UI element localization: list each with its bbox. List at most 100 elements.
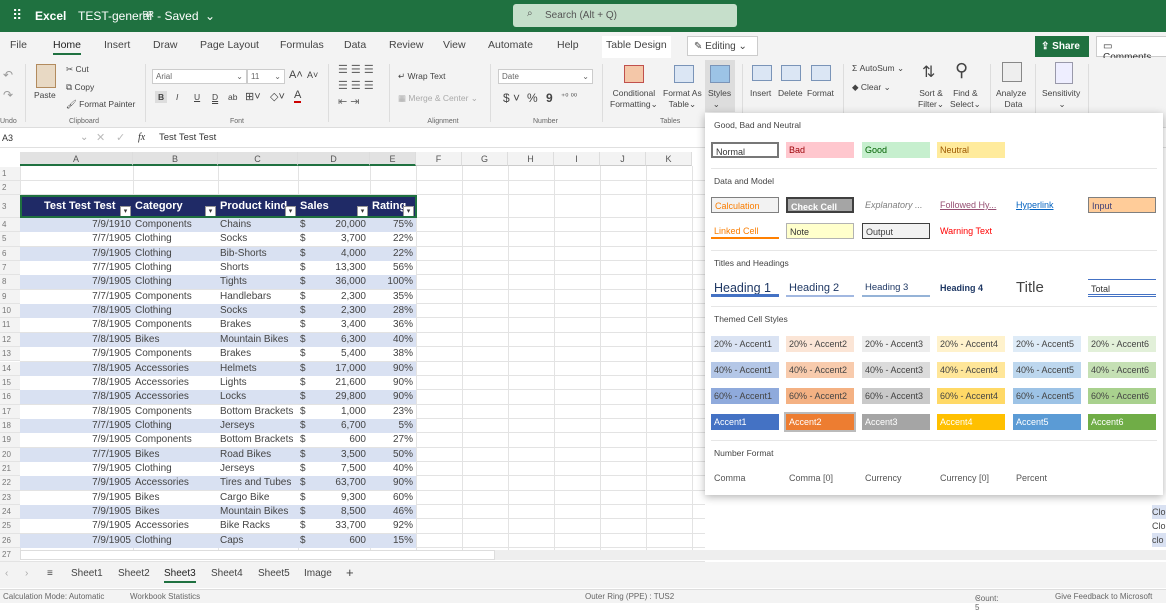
style-calculation[interactable]: Calculation xyxy=(711,197,779,213)
filter-dropdown-icon[interactable]: ▾ xyxy=(285,206,296,217)
style-output[interactable]: Output xyxy=(862,223,930,239)
sales-cell[interactable]: 17,000 xyxy=(335,362,366,374)
rating-cell[interactable]: 40% xyxy=(392,333,413,345)
sheet-tab-image[interactable]: Image xyxy=(304,568,332,579)
tab-data[interactable]: Data xyxy=(344,39,367,51)
style-accent[interactable]: 40% - Accent6 xyxy=(1088,362,1156,378)
copy-button[interactable]: ⧉ Copy xyxy=(66,82,95,92)
find-icon[interactable]: ⚲ xyxy=(955,60,969,80)
style-explanatory-[interactable]: Explanatory ... xyxy=(862,197,930,213)
rating-cell[interactable]: 90% xyxy=(392,376,413,388)
sheet-tab-sheet2[interactable]: Sheet2 xyxy=(118,568,150,579)
currency-button[interactable]: $ ˅ xyxy=(503,91,521,105)
product-cell[interactable]: Cargo Bike xyxy=(220,491,270,503)
column-header-I[interactable]: I xyxy=(554,152,600,166)
share-button[interactable]: ⇪ Share xyxy=(1035,36,1089,57)
conditional-formatting-button[interactable]: Conditional Formatting⌄ xyxy=(610,88,658,109)
row-header-10[interactable]: 10 xyxy=(0,304,20,319)
product-cell[interactable]: Road Bikes xyxy=(220,448,272,460)
comma-style-button[interactable]: 9 xyxy=(546,91,553,105)
sheet-tab-sheet4[interactable]: Sheet4 xyxy=(211,568,243,579)
comments-button[interactable]: ▭ Comments xyxy=(1096,36,1166,63)
strikethrough-icon[interactable]: ab xyxy=(228,92,238,102)
rating-cell[interactable]: 38% xyxy=(392,348,413,360)
style-accent[interactable]: 60% - Accent3 xyxy=(862,388,930,404)
product-cell[interactable]: Jerseys xyxy=(220,462,255,474)
column-header-G[interactable]: G xyxy=(462,152,508,166)
tab-draw[interactable]: Draw xyxy=(153,39,178,51)
sheet-tab-sheet3[interactable]: Sheet3 xyxy=(164,568,196,583)
category-cell[interactable]: Clothing xyxy=(135,462,172,474)
rating-cell[interactable]: 100% xyxy=(387,276,413,288)
merge-center-button[interactable]: ▦ Merge & Center ⌄ xyxy=(398,93,478,103)
date-cell[interactable]: 7/7/1905 xyxy=(92,262,131,274)
date-cell[interactable]: 7/8/1905 xyxy=(92,376,131,388)
row-header-3[interactable]: 3 xyxy=(0,195,20,218)
style-neutral[interactable]: Neutral xyxy=(937,142,1005,158)
date-cell[interactable]: 7/7/1905 xyxy=(92,448,131,460)
date-cell[interactable]: 7/9/1905 xyxy=(92,520,131,532)
sales-cell[interactable]: 4,000 xyxy=(340,247,366,259)
date-cell[interactable]: 7/8/1905 xyxy=(92,333,131,345)
sales-cell[interactable]: 6,700 xyxy=(340,419,366,431)
underline-button[interactable]: U xyxy=(194,92,201,102)
product-cell[interactable]: Socks xyxy=(220,233,248,245)
style-currency[interactable]: Currency xyxy=(865,473,902,483)
bold-button[interactable]: B xyxy=(155,91,168,103)
sales-cell[interactable]: 5,400 xyxy=(340,348,366,360)
tab-review[interactable]: Review xyxy=(389,39,424,51)
product-cell[interactable]: Socks xyxy=(220,305,248,317)
style-accent[interactable]: Accent2 xyxy=(784,412,856,432)
prev-sheet-icon[interactable]: ‹ xyxy=(5,568,9,579)
row-header-14[interactable]: 14 xyxy=(0,361,20,376)
date-cell[interactable]: 7/9/1905 xyxy=(92,491,131,503)
tab-automate[interactable]: Automate xyxy=(488,39,533,51)
row-header-26[interactable]: 26 xyxy=(0,533,20,549)
style-note[interactable]: Note xyxy=(786,223,854,239)
row-header-13[interactable]: 13 xyxy=(0,347,20,362)
category-cell[interactable]: Clothing xyxy=(135,233,172,245)
horizontal-scrollbar[interactable] xyxy=(20,550,495,560)
product-cell[interactable]: Caps xyxy=(220,534,244,546)
row-header-22[interactable]: 22 xyxy=(0,476,20,491)
product-cell[interactable]: Bottom Brackets xyxy=(220,405,294,417)
category-cell[interactable]: Components xyxy=(135,434,192,446)
sales-cell[interactable]: 3,700 xyxy=(340,233,366,245)
sales-cell[interactable]: 3,400 xyxy=(340,319,366,331)
sales-cell[interactable]: 13,300 xyxy=(335,262,366,274)
format-cells-icon[interactable] xyxy=(811,65,831,81)
editing-mode-button[interactable]: ✎ Editing ⌄ xyxy=(687,36,758,56)
workbook-statistics[interactable]: Workbook Statistics xyxy=(130,592,201,601)
borders-icon[interactable]: ⊞˅ xyxy=(245,91,261,103)
row-header-20[interactable]: 20 xyxy=(0,447,20,462)
style-accent[interactable]: 20% - Accent6 xyxy=(1088,336,1156,352)
style-heading-4[interactable]: Heading 4 xyxy=(940,283,984,293)
row-header-25[interactable]: 25 xyxy=(0,519,20,534)
rating-cell[interactable]: 22% xyxy=(392,233,413,245)
category-cell[interactable]: Clothing xyxy=(135,305,172,317)
search-input[interactable]: ⌕ Search (Alt + Q) xyxy=(513,4,737,27)
category-cell[interactable]: Bikes xyxy=(135,506,160,517)
style-accent[interactable]: 40% - Accent2 xyxy=(786,362,854,378)
column-header-D[interactable]: D xyxy=(298,152,370,166)
sales-cell[interactable]: 36,000 xyxy=(335,276,366,288)
paste-button[interactable]: Paste xyxy=(34,90,56,100)
font-size-dropdown[interactable]: 11 ⌄ xyxy=(247,69,285,84)
partial-cell[interactable]: Clo xyxy=(1152,519,1166,533)
format-cells-button[interactable]: Format xyxy=(807,88,834,98)
sales-cell[interactable]: 21,600 xyxy=(335,376,366,388)
tab-table-design[interactable]: Table Design xyxy=(602,36,671,58)
sales-cell[interactable]: 63,700 xyxy=(335,477,366,489)
filter-dropdown-icon[interactable]: ▾ xyxy=(403,206,414,217)
paste-icon[interactable] xyxy=(36,64,56,88)
format-painter-button[interactable]: 🖌 Format Painter xyxy=(66,99,136,109)
function-icon[interactable]: fx xyxy=(138,132,146,143)
style-accent[interactable]: 40% - Accent5 xyxy=(1013,362,1081,378)
product-cell[interactable]: Tires and Tubes xyxy=(220,477,292,489)
row-header-7[interactable]: 7 xyxy=(0,261,20,276)
category-cell[interactable]: Clothing xyxy=(135,262,172,274)
date-cell[interactable]: 7/9/1905 xyxy=(92,477,131,489)
row-header-5[interactable]: 5 xyxy=(0,232,20,247)
style-total[interactable]: Total xyxy=(1088,279,1156,297)
product-cell[interactable]: Lights xyxy=(220,376,247,388)
